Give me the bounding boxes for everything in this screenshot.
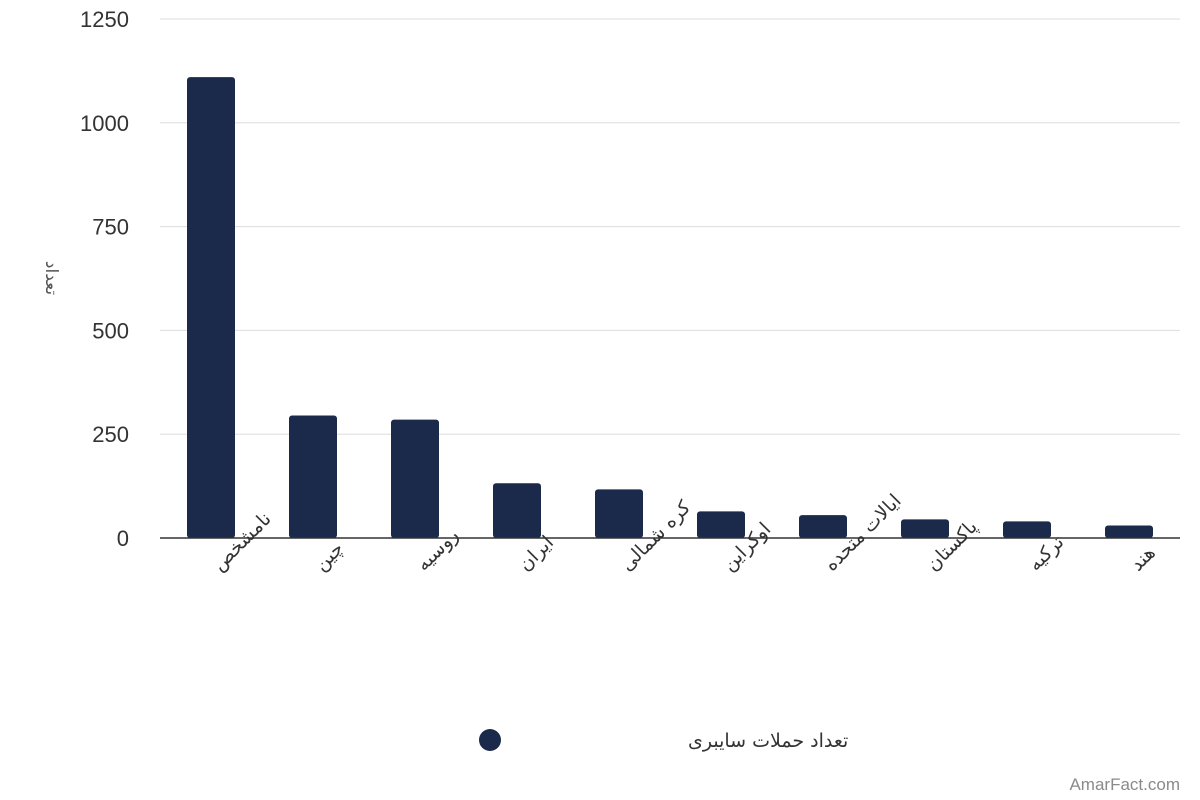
x-tick-label: چین xyxy=(310,537,348,575)
bar[interactable] xyxy=(289,415,337,538)
y-tick-label: 750 xyxy=(92,215,129,240)
y-tick-label: 500 xyxy=(92,318,129,343)
legend[interactable]: تعداد حملات سایبری xyxy=(479,729,848,752)
legend-label: تعداد حملات سایبری xyxy=(688,730,848,752)
y-tick-label: 1250 xyxy=(80,7,129,32)
y-tick-label: 0 xyxy=(117,526,129,551)
y-tick-label: 250 xyxy=(92,422,129,447)
y-tick-label: 1000 xyxy=(80,111,129,136)
gridlines xyxy=(160,18,1180,435)
x-tick-label: هند xyxy=(1126,542,1160,576)
watermark: AmarFact.com xyxy=(1069,775,1180,794)
bar[interactable] xyxy=(493,483,541,538)
bar[interactable] xyxy=(1105,525,1153,538)
bar[interactable] xyxy=(187,77,235,539)
bar[interactable] xyxy=(901,519,949,538)
bars xyxy=(187,77,1153,539)
bar[interactable] xyxy=(1003,521,1051,538)
bar[interactable] xyxy=(391,419,439,538)
bar[interactable] xyxy=(799,515,847,538)
legend-swatch-icon xyxy=(479,729,501,751)
bar[interactable] xyxy=(595,489,643,538)
y-axis-ticks: 0 250 500 750 1000 1250 xyxy=(80,7,129,551)
bar[interactable] xyxy=(697,511,745,538)
y-axis-title: تعداد xyxy=(41,261,61,295)
